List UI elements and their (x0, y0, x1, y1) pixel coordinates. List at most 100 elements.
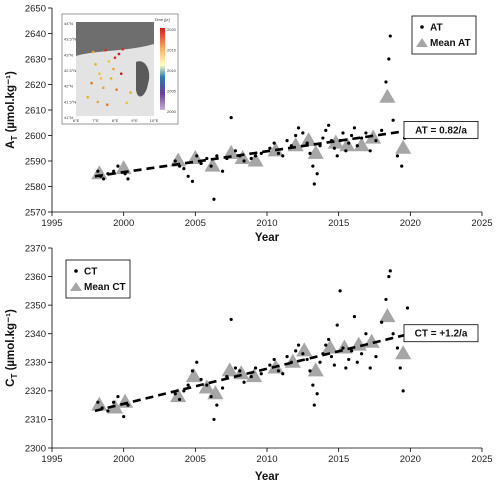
sample-dot (318, 360, 322, 364)
sample-dot (324, 343, 328, 347)
sample-dot (212, 197, 216, 201)
sample-dot (195, 360, 199, 364)
y-tick-label: 2600 (25, 131, 46, 142)
sample-dot (229, 317, 233, 322)
inset-lon-label: 6°E (73, 118, 80, 123)
x-tick-label: 1995 (41, 454, 62, 465)
mean-triangle (223, 144, 240, 159)
sample-dot (205, 383, 209, 387)
y-tick-label: 2630 (25, 54, 46, 65)
mean-triangle (379, 88, 396, 103)
sample-dot (186, 383, 190, 387)
sample-dot (96, 400, 100, 404)
y-tick-label: 2320 (25, 386, 46, 397)
sample-dot (312, 182, 316, 186)
sample-dot (106, 409, 110, 413)
inset-map: 44°N 43.5°N 43°N 42.5°N 42°N 41.5°N 41°N6°E 7°E… (61, 13, 179, 125)
sample-dot (195, 154, 199, 158)
sample-dot (126, 403, 130, 407)
sample-dot (272, 357, 276, 362)
sample-dot (384, 297, 388, 302)
sample-dot (327, 123, 331, 127)
inset-colorbar (160, 28, 165, 110)
y-tick-label: 2360 (25, 272, 46, 283)
y-tick-label: 2590 (25, 156, 46, 167)
sample-dot (391, 332, 395, 336)
y-axis-title-sub: T (10, 136, 19, 141)
legend: AT Mean AT (411, 15, 477, 55)
sample-dot (173, 392, 177, 396)
sample-dot (272, 141, 276, 145)
panel-2: 2300 2310 2320 2330 2340 2350 2360 2370 1995 2000… (5, 243, 493, 483)
mean-triangle (327, 134, 344, 149)
sample-dot (380, 128, 384, 132)
mean-triangle (321, 339, 339, 354)
sample-dot (374, 139, 378, 143)
x-tick-label: 2005 (185, 218, 206, 229)
x-tick-label: 2025 (471, 454, 492, 465)
y-tick-label: 2300 (25, 443, 46, 454)
legend: CT Mean CT (65, 259, 131, 299)
panel-1: 2570 2580 2590 2600 2610 2620 2630 2640 2650 1995… (5, 3, 493, 244)
sample-dot (347, 357, 351, 362)
inset-station-marker (117, 52, 121, 56)
sample-dot (209, 164, 213, 168)
legend-dot-marker (420, 25, 424, 29)
x-tick-label: 2010 (256, 218, 277, 229)
inset-station-marker (125, 101, 128, 105)
y-axis-title-main: A (5, 141, 17, 149)
sample-dot (341, 131, 345, 135)
inset-lat-label: 41°N (64, 115, 73, 120)
sample-dot (122, 414, 126, 419)
sample-dot (360, 352, 364, 356)
inset-colorbar-tick: 2010 (167, 68, 177, 73)
sample-dot (398, 366, 402, 370)
y-tick-label: 2640 (25, 29, 46, 40)
sample-dot (324, 128, 328, 132)
sample-dot (332, 363, 336, 367)
mean-triangle (246, 368, 263, 383)
inset-lon-label: 7°E (92, 118, 99, 123)
inset-colorbar-tick: 2000 (167, 109, 177, 114)
sample-dot (212, 417, 216, 422)
trend-line (94, 129, 411, 178)
inset-lon-label: 9°E (131, 118, 138, 123)
sample-dot (249, 374, 253, 379)
y-tick-label: 2570 (25, 207, 46, 218)
sample-dot (259, 372, 263, 376)
inset-colorbar-tick: 2005 (167, 89, 177, 94)
x-tick-label: 2010 (256, 454, 277, 465)
sample-dot (242, 159, 246, 163)
sample-dot (315, 392, 319, 396)
legend-box (411, 15, 477, 55)
sample-dot (355, 360, 359, 364)
legend-label-mean: Mean AT (430, 38, 471, 49)
inset-lon-label: 8°E (112, 118, 119, 123)
y-tick-label: 2650 (25, 3, 46, 14)
sample-dot (233, 366, 238, 370)
sample-dot (395, 154, 400, 158)
sample-dot (400, 164, 404, 168)
sample-dot (276, 151, 281, 155)
sample-dot (276, 369, 281, 373)
sample-dot (335, 154, 339, 158)
mean-triangle (307, 144, 324, 159)
inset-station-marker (86, 95, 89, 99)
trend-annotation-box (403, 324, 479, 343)
sample-dot (285, 354, 289, 359)
sample-dot (220, 386, 225, 390)
sample-dot (102, 177, 106, 181)
sample-dot (387, 274, 391, 279)
y-tick-label: 2340 (25, 329, 46, 340)
mean-series (91, 308, 412, 414)
sample-dot (305, 141, 309, 145)
inset-station-marker (99, 77, 103, 80)
y-tick-label: 2580 (25, 182, 46, 193)
y-tick-label: 2310 (25, 415, 46, 426)
sample-dot (305, 357, 309, 362)
mean-triangle (307, 362, 324, 377)
inset-station-marker (129, 91, 132, 94)
x-tick-label: 2015 (328, 218, 349, 229)
